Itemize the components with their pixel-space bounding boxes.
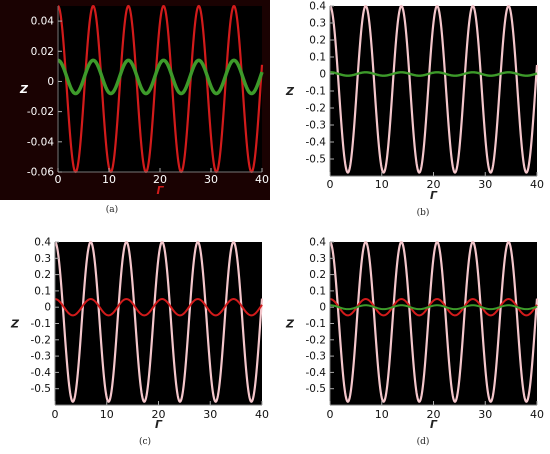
x-tick-label: 0: [327, 178, 334, 191]
x-tick-label: 30: [204, 173, 218, 186]
y-tick-label: 0.04: [31, 16, 55, 28]
x-tick-label: 10: [375, 408, 389, 421]
x-axis-label: Γ: [156, 184, 164, 197]
y-axis-label: Z: [19, 83, 29, 96]
y-tick-label: 0.3: [309, 253, 326, 265]
y-tick-label: -0.5: [31, 383, 52, 395]
y-tick-label: 0: [47, 76, 54, 88]
y-tick-label: -0.04: [27, 136, 54, 148]
x-axis-label: Γ: [430, 189, 438, 200]
x-tick-label: 40: [255, 173, 269, 186]
y-tick-label: 0.1: [309, 285, 326, 297]
y-tick-label: -0.1: [31, 318, 52, 330]
y-tick-label: 0.1: [34, 285, 51, 297]
y-tick-label: 0.4: [309, 237, 326, 249]
y-tick-label: -0.4: [31, 367, 52, 379]
y-tick-label: -0.3: [306, 120, 327, 132]
y-axis-label: Z: [285, 318, 295, 331]
x-tick-label: 0: [327, 408, 334, 421]
chart-panel-c: 0.40.30.20.10-0.1-0.2-0.3-0.4-0.50 10 20 30…: [0, 230, 275, 430]
y-tick-label: 0.2: [309, 35, 326, 47]
y-axis-label: Z: [10, 318, 20, 331]
y-tick-label: 0: [319, 302, 326, 314]
y-tick-label: 0.4: [309, 1, 326, 13]
y-tick-label: -0.02: [27, 106, 54, 118]
x-tick-label: 30: [203, 408, 217, 421]
x-tick-label: 10: [375, 178, 389, 191]
panel-caption-c: (c): [130, 437, 160, 447]
panel-caption-a: (a): [97, 205, 127, 215]
x-tick-label: 10: [100, 408, 114, 421]
y-tick-label: -0.2: [306, 103, 327, 115]
x-tick-label: 10: [102, 173, 116, 186]
y-tick-label: 0: [319, 69, 326, 81]
y-tick-label: -0.06: [27, 167, 54, 179]
x-tick-label: 40: [530, 178, 544, 191]
x-tick-label: 0: [52, 408, 59, 421]
y-tick-label: -0.1: [306, 318, 327, 330]
x-tick-label: 30: [478, 408, 492, 421]
x-tick-label: 40: [530, 408, 544, 421]
chart-panel-b: 0.40.30.20.10-0.1-0.2-0.3-0.4-0.50 10 20 30…: [275, 0, 550, 200]
y-tick-label: 0: [44, 302, 51, 314]
y-tick-label: -0.2: [31, 334, 52, 346]
y-tick-label: 0.1: [309, 52, 326, 64]
panel-caption-b: (b): [408, 208, 438, 218]
x-tick-label: 40: [255, 408, 269, 421]
y-tick-label: -0.3: [306, 351, 327, 363]
y-tick-label: 0.2: [309, 269, 326, 281]
y-tick-label: 0.3: [34, 253, 51, 265]
y-tick-label: -0.2: [306, 334, 327, 346]
x-axis-label: Γ: [155, 418, 163, 430]
y-tick-label: -0.4: [306, 137, 327, 149]
y-tick-label: 0.4: [34, 237, 51, 249]
chart-panel-d: 0.40.30.20.10-0.1-0.2-0.3-0.4-0.50 10 20 30…: [275, 230, 550, 430]
x-tick-label: 30: [478, 178, 492, 191]
panel-caption-d: (d): [408, 437, 438, 447]
y-axis-label: Z: [285, 85, 295, 98]
y-tick-label: -0.5: [306, 383, 327, 395]
x-tick-label: 0: [55, 173, 62, 186]
y-tick-label: -0.3: [31, 351, 52, 363]
y-tick-label: -0.5: [306, 154, 327, 166]
y-tick-label: -0.1: [306, 86, 327, 98]
x-axis-label: Γ: [430, 418, 438, 430]
y-tick-label: 0.3: [309, 18, 326, 30]
y-tick-label: 0.02: [31, 46, 54, 58]
y-tick-label: 0.2: [34, 269, 51, 281]
y-tick-label: -0.4: [306, 367, 327, 379]
